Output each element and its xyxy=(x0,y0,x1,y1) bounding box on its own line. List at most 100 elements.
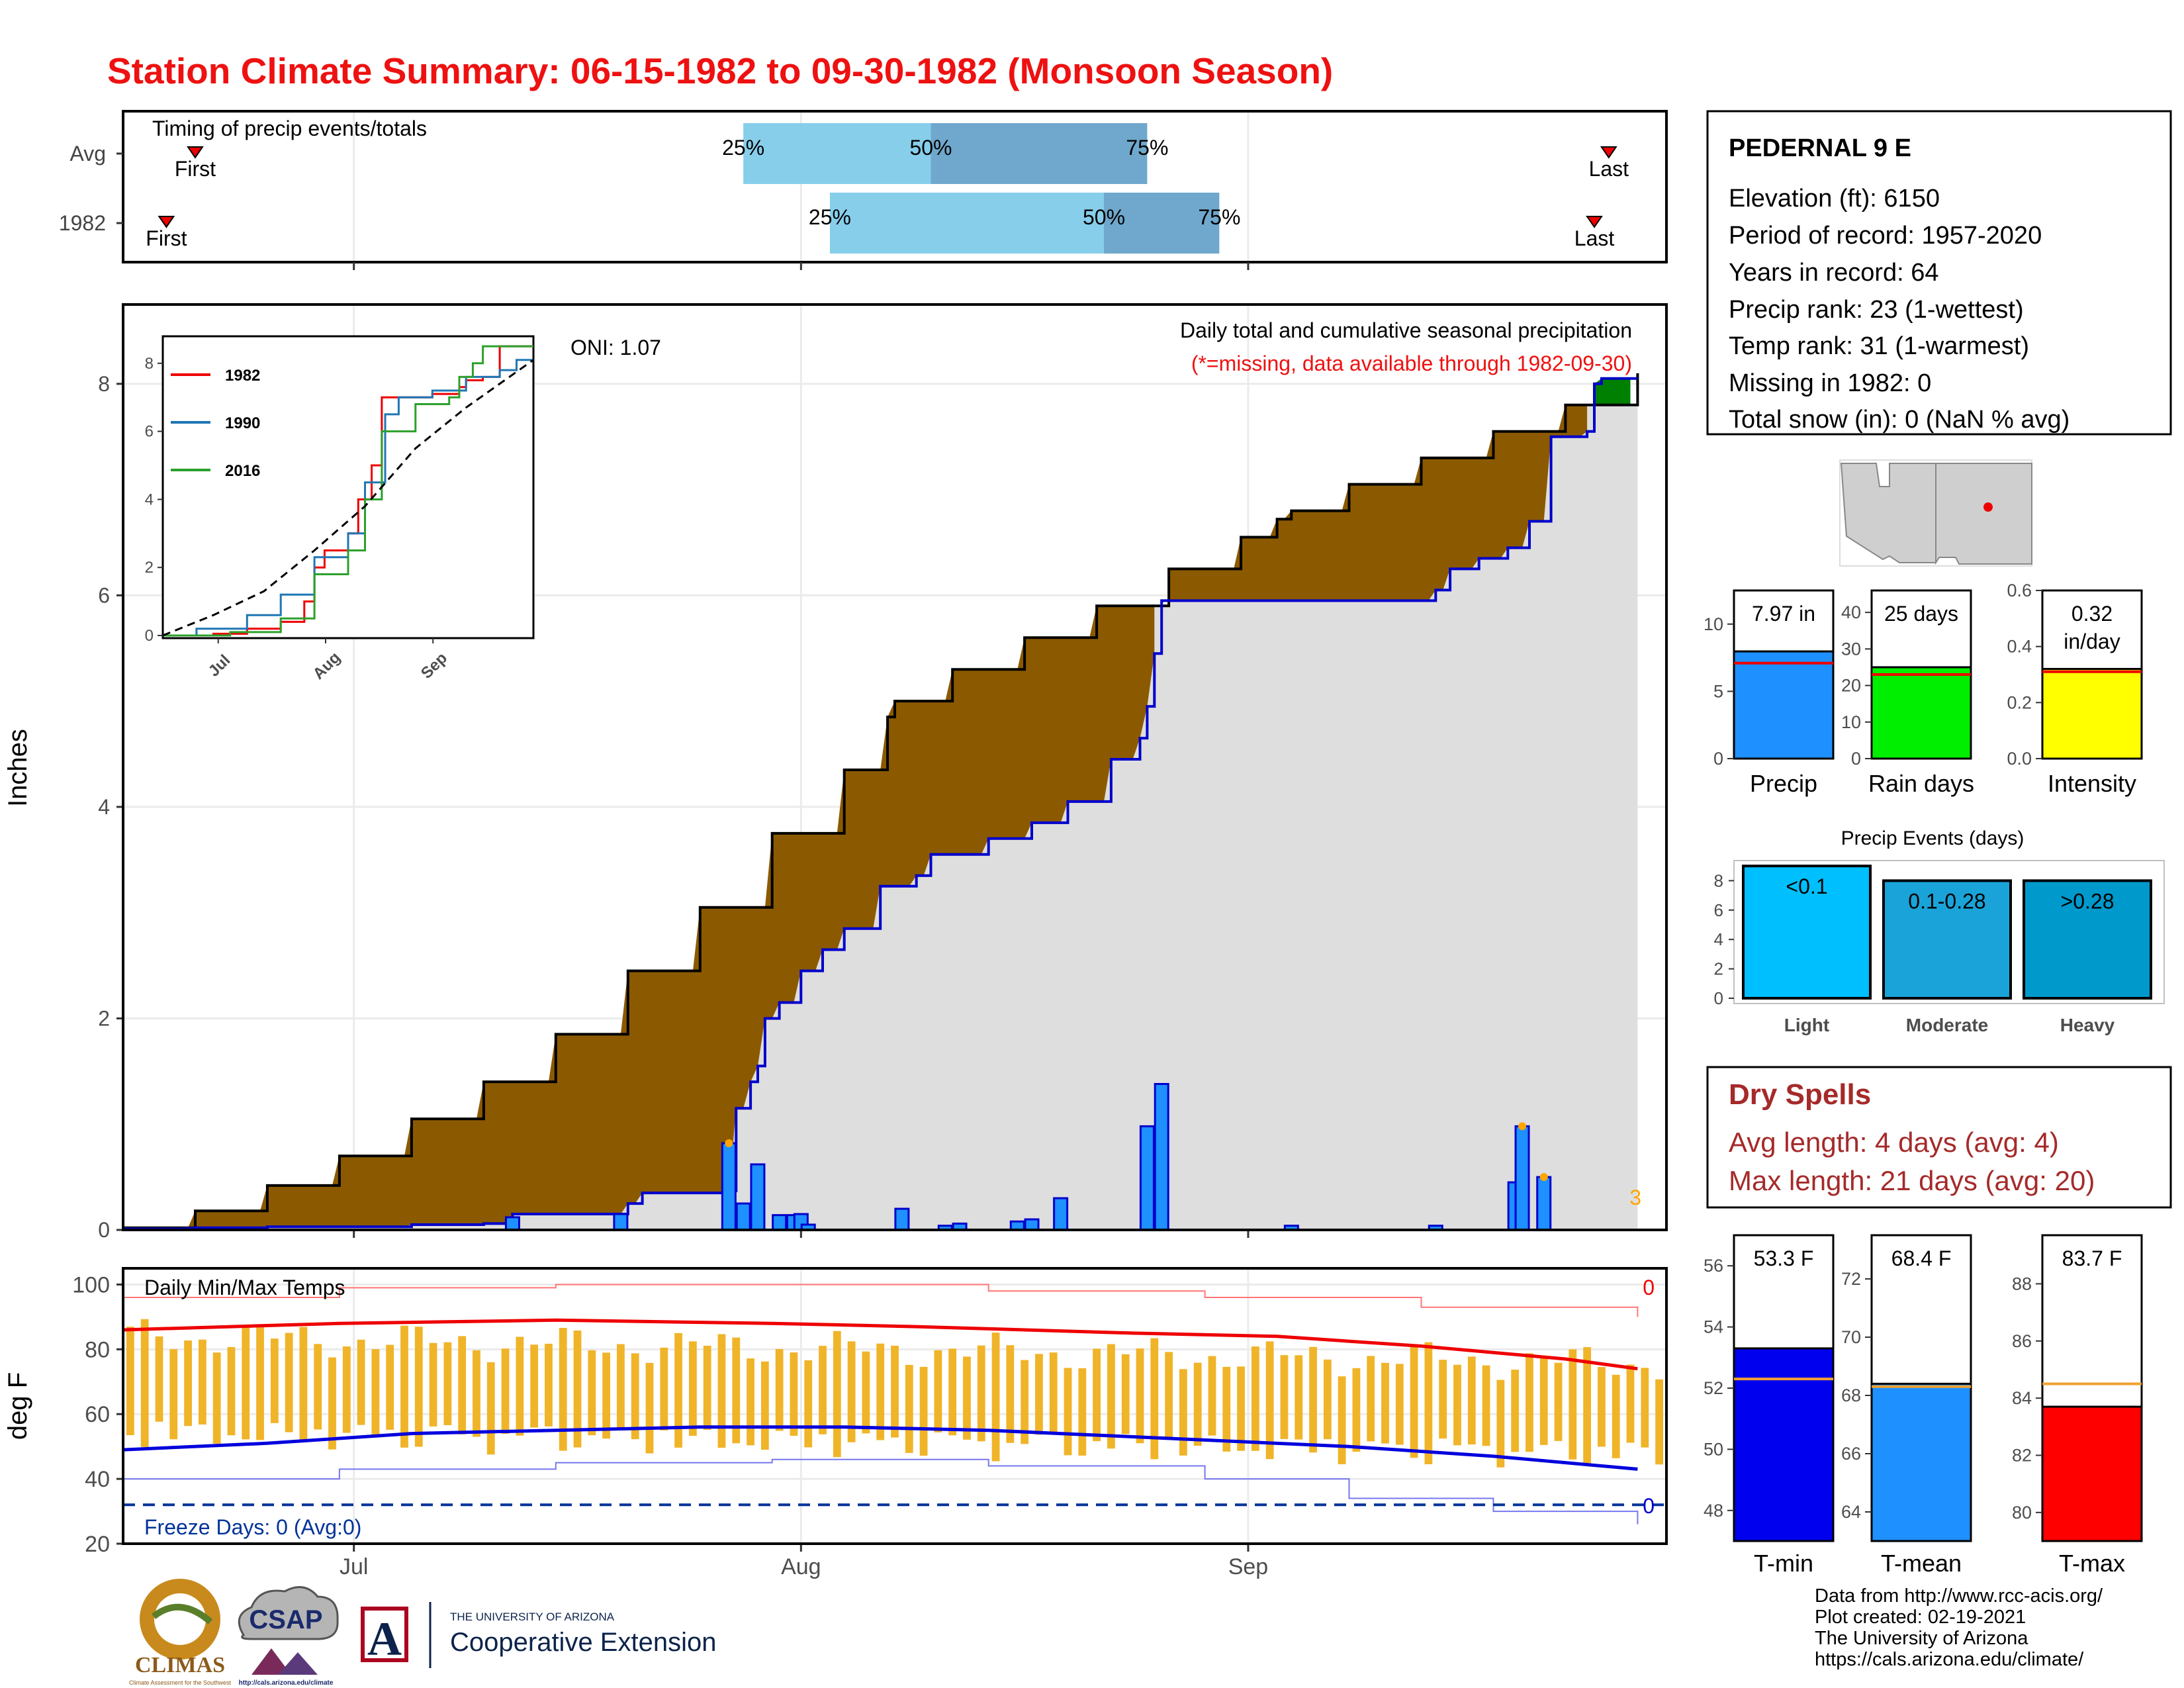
temp-range-bar xyxy=(314,1344,322,1430)
anomaly-y-tick-label: 70 xyxy=(1841,1327,1861,1347)
daily-precip-bar xyxy=(1536,1176,1552,1231)
temp-range-bar xyxy=(876,1343,885,1440)
anomaly-y-tick-label: 80 xyxy=(2012,1503,2032,1523)
intensity-marker xyxy=(1518,1122,1527,1131)
events-y-tick-label: 2 xyxy=(1714,959,1723,979)
temp-range-bar xyxy=(1539,1358,1548,1445)
anomaly-y-tick-label: 0.4 xyxy=(2007,637,2032,657)
anomaly-y-tick-label: 0.0 xyxy=(2007,749,2032,769)
temp-range-bar xyxy=(775,1348,784,1431)
temp-range-bar xyxy=(1006,1345,1015,1443)
station-info-box: PEDERNAL 9 E Elevation (ft): 6150 Period… xyxy=(1706,110,2172,436)
temp-range-bar xyxy=(1265,1341,1274,1460)
temp-range-bar xyxy=(1496,1380,1505,1468)
temp-range-bar xyxy=(1424,1342,1433,1464)
climas-subtext: Climate Assessment for the Southwest xyxy=(129,1679,232,1686)
anomaly-value-label: 7.97 in xyxy=(1752,602,1815,626)
temp-range-bar xyxy=(1612,1374,1620,1458)
csap-text: CSAP xyxy=(249,1605,322,1634)
timing-last-label: Last xyxy=(1589,157,1629,181)
timing-q50-q75-bar xyxy=(931,123,1148,184)
temp-range-bar xyxy=(919,1366,928,1456)
timing-first-label: First xyxy=(175,157,216,181)
anomaly-y-tick-label: 68 xyxy=(1841,1385,1861,1405)
state-map-icon xyxy=(1839,459,2032,567)
temp-range-bar xyxy=(674,1333,682,1448)
inset-frame xyxy=(161,335,535,639)
timing-first-marker xyxy=(158,216,175,228)
temp-range-bar xyxy=(1208,1356,1216,1436)
timing-q75-label: 75% xyxy=(1198,205,1240,229)
temp-range-bar xyxy=(1626,1364,1635,1443)
temp-range-bar xyxy=(1511,1370,1520,1452)
anomaly-y-tick-label: 40 xyxy=(1841,602,1861,622)
temp-range-bar xyxy=(1410,1346,1418,1458)
temp-range-bar xyxy=(645,1362,654,1454)
precip-events-panel: Precip Events (days) 0 2 4 6 8 <0.1 Light 0.1-0… xyxy=(1714,827,2165,1035)
events-category-label: Moderate xyxy=(1906,1015,1988,1035)
anomaly-y-tick-label: 84 xyxy=(2012,1388,2032,1408)
temp-range-bar xyxy=(357,1339,365,1425)
temp-range-bar xyxy=(299,1327,308,1442)
temp-range-bar xyxy=(414,1327,423,1447)
events-y-tick-label: 0 xyxy=(1714,988,1723,1008)
temp-range-bar xyxy=(386,1344,394,1430)
anomaly-bar-T-max xyxy=(2041,1405,2143,1542)
anomaly-value-unit: in/day xyxy=(2064,630,2120,653)
anomaly-value-label: 68.4 F xyxy=(1891,1246,1952,1270)
temp-range-bar xyxy=(1136,1348,1144,1444)
anomaly-y-tick-label: 30 xyxy=(1841,639,1861,659)
anomaly-value-label: 53.3 F xyxy=(1754,1246,1814,1270)
temp-range-bar xyxy=(1064,1368,1072,1456)
inset-y-tick-label: 0 xyxy=(145,627,154,645)
precip-y-tick-label: 0 xyxy=(98,1218,110,1242)
anomaly-y-tick-label: 86 xyxy=(2012,1331,2032,1351)
timing-q50-label: 50% xyxy=(909,136,952,160)
temp-range-bar xyxy=(1525,1353,1533,1452)
inset-legend-label: 1982 xyxy=(225,367,260,385)
temp-range-bar xyxy=(862,1351,870,1434)
precip-events-title: Precip Events (days) xyxy=(1841,827,2025,849)
events-y-tick-label: 4 xyxy=(1714,929,1723,949)
temp-range-bar xyxy=(328,1357,336,1450)
daily-precip-bar xyxy=(721,1142,737,1231)
timing-q50-q75-bar xyxy=(1104,193,1220,254)
temp-range-bar xyxy=(1049,1352,1058,1434)
anomaly-value-label: 83.7 F xyxy=(2062,1246,2122,1270)
events-bar-label: >0.28 xyxy=(2061,889,2115,913)
anomaly-bar-Precip xyxy=(1733,650,1835,760)
timing-q25-q50-bar xyxy=(829,193,1105,254)
timing-title: Timing of precip events/totals xyxy=(152,117,427,140)
precip-y-tick-label: 2 xyxy=(98,1006,110,1030)
temp-range-bar xyxy=(1583,1347,1592,1464)
temp-range-bar xyxy=(1352,1368,1361,1452)
temp-daily-bars xyxy=(126,1319,1663,1468)
temp-range-bar xyxy=(559,1328,567,1451)
temp-range-bar xyxy=(530,1344,539,1428)
temp-range-bar xyxy=(285,1333,293,1432)
anomaly-category-label: T-min xyxy=(1754,1550,1813,1577)
events-bar-Light xyxy=(1742,865,1872,1000)
temp-range-bar xyxy=(270,1338,279,1423)
anomaly-y-tick-label: 64 xyxy=(1841,1502,1861,1522)
temp-range-bar xyxy=(1598,1367,1606,1447)
intensity-marker xyxy=(1539,1173,1548,1182)
temp-range-bar xyxy=(617,1344,625,1429)
anomaly-y-tick-label: 52 xyxy=(1704,1378,1723,1398)
station-name: PEDERNAL 9 E xyxy=(1729,134,1911,162)
temp-range-bar xyxy=(1482,1365,1490,1446)
climas-text: CLIMAS xyxy=(135,1653,225,1677)
events-bar-Moderate xyxy=(1882,879,2012,1000)
temp-range-bar xyxy=(1021,1360,1029,1444)
temp-range-bar xyxy=(486,1362,495,1455)
anomaly-y-tick-label: 5 xyxy=(1713,681,1723,701)
temp-range-bar xyxy=(963,1356,971,1440)
precip-y-tick-label: 4 xyxy=(98,795,110,819)
temp-range-bar xyxy=(1381,1362,1389,1444)
anomaly-y-tick-label: 66 xyxy=(1841,1444,1861,1464)
temp-range-bar xyxy=(1453,1364,1461,1446)
temp-range-bar xyxy=(155,1336,163,1422)
temp-range-bar xyxy=(1569,1349,1577,1460)
temp-y-tick-label: 40 xyxy=(85,1467,110,1492)
